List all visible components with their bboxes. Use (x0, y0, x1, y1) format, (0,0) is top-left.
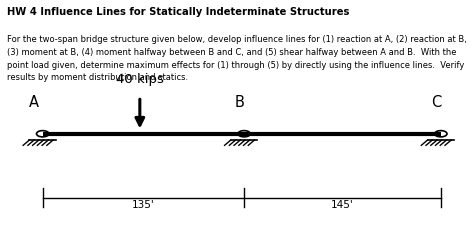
Text: 40 kips: 40 kips (116, 73, 164, 86)
Text: C: C (431, 95, 442, 110)
Text: A: A (28, 95, 38, 110)
Text: B: B (235, 95, 245, 110)
Text: 135': 135' (132, 200, 155, 210)
Text: 145': 145' (331, 200, 354, 210)
Text: HW 4 Influence Lines for Statically Indeterminate Structures: HW 4 Influence Lines for Statically Inde… (7, 7, 349, 17)
Text: For the two-span bridge structure given below, develop influence lines for (1) r: For the two-span bridge structure given … (7, 35, 467, 82)
